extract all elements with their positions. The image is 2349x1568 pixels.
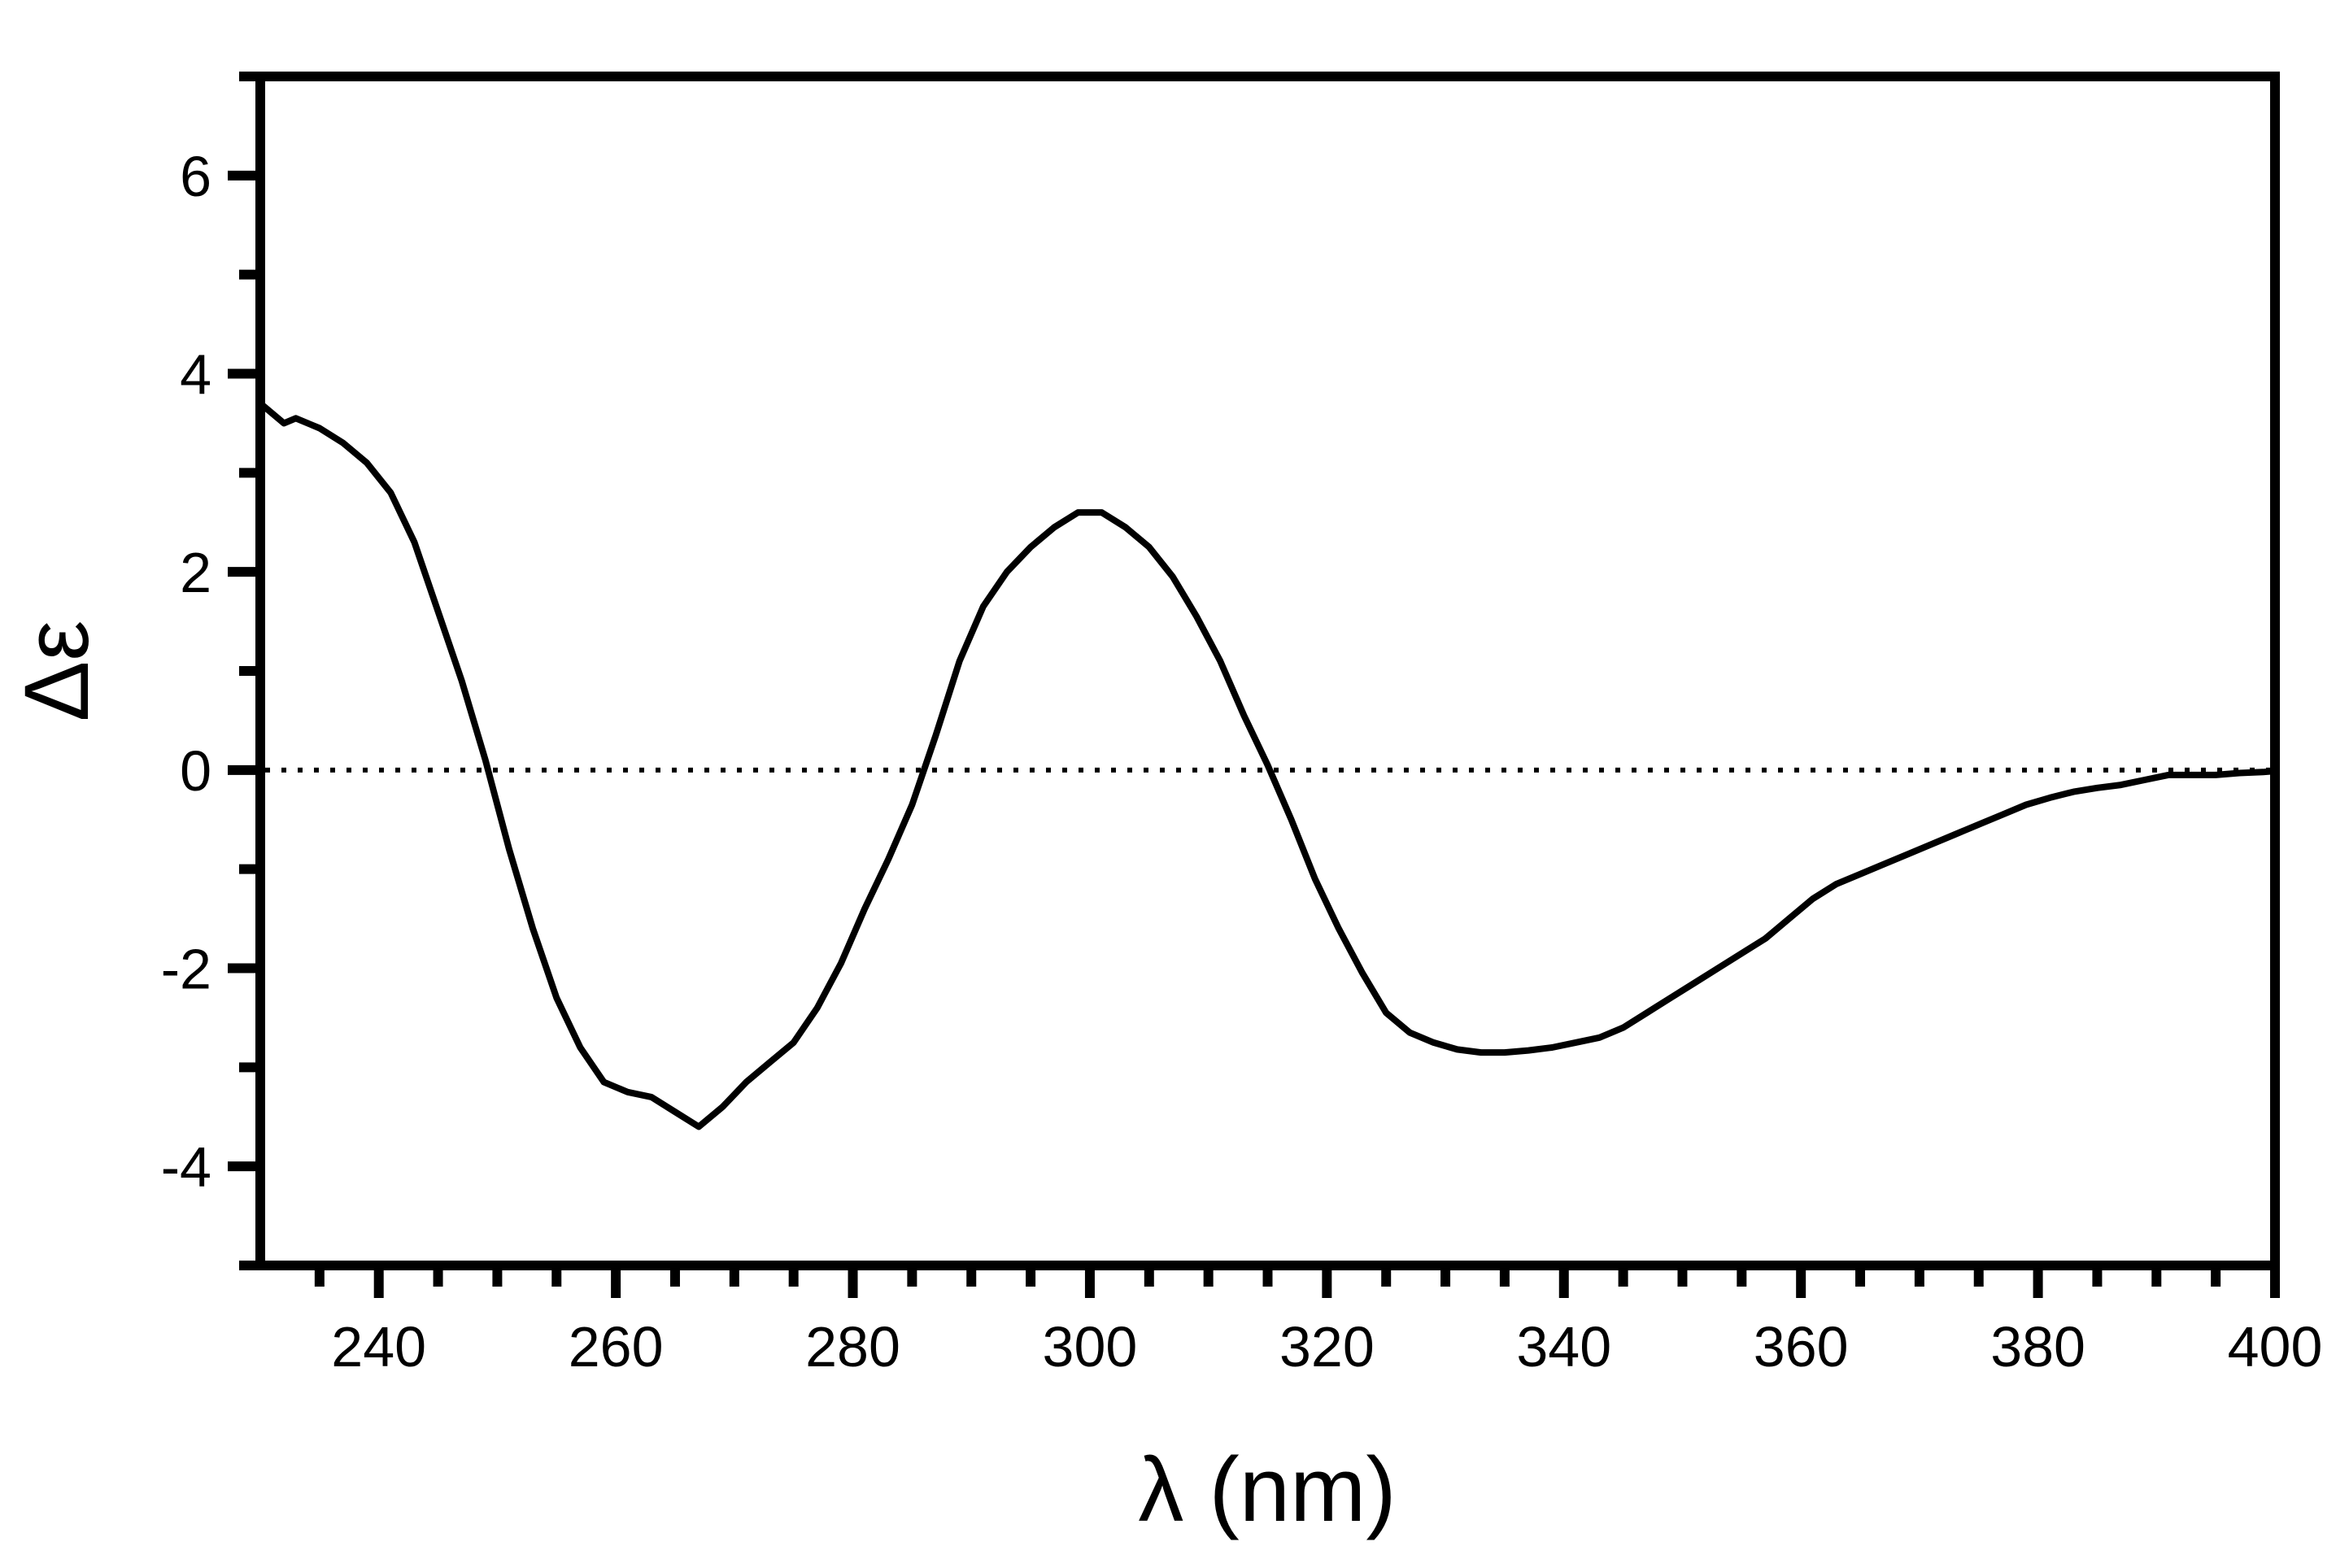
plot-frame	[255, 72, 2280, 1270]
x-tick-label: 340	[1516, 1315, 1611, 1379]
x-axis-title: λ (nm)	[1138, 1439, 1396, 1540]
x-tick-label: 260	[569, 1315, 664, 1379]
y-axis-title: Δε	[6, 621, 107, 722]
x-tick-label: 360	[1754, 1315, 1849, 1379]
series-group	[257, 400, 2278, 1130]
y-tick-label: 0	[180, 739, 211, 803]
x-tick-label: 400	[2228, 1315, 2323, 1379]
x-tick-label: 300	[1043, 1315, 1138, 1379]
x-tick-label: 380	[1990, 1315, 2085, 1379]
y-tick-label: 2	[180, 541, 211, 604]
y-tick-label: 4	[180, 343, 211, 407]
y-tick-label: 6	[180, 145, 211, 208]
x-tick-label: 320	[1279, 1315, 1375, 1379]
y-tick-labels: -4 -2 0 2 4 6	[161, 145, 211, 1199]
y-tick-label: -2	[161, 938, 211, 1001]
x-tick-label: 280	[805, 1315, 900, 1379]
x-tick-labels: 240 260 280 300 320 340 360 380 400	[331, 1315, 2322, 1379]
cd-spectrum-line	[257, 400, 2278, 1130]
y-tick-label: -4	[161, 1135, 211, 1199]
x-tick-label: 240	[331, 1315, 426, 1379]
